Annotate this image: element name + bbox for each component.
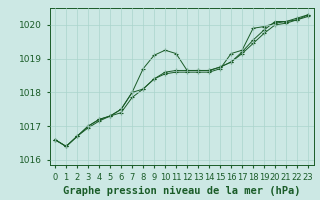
X-axis label: Graphe pression niveau de la mer (hPa): Graphe pression niveau de la mer (hPa): [63, 186, 300, 196]
